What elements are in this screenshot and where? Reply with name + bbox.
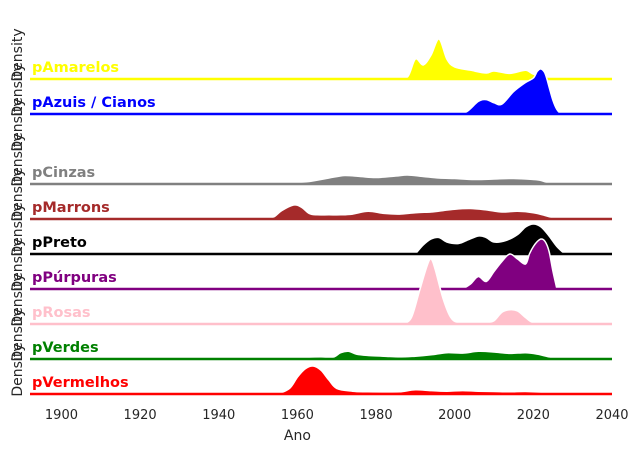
density-area-pCinzas (273, 174, 558, 185)
density-area-pAzuis / Cianos (454, 68, 563, 115)
series-label-pAmarelos: pAmarelos (32, 60, 119, 76)
series-label-pVerdes: pVerdes (32, 340, 99, 356)
y-axis-label-0: Density (10, 28, 26, 81)
series-label-pPreto: pPreto (32, 235, 87, 251)
density-area-pVermelhos (277, 365, 557, 395)
series-label-pMarrons: pMarrons (32, 200, 110, 216)
density-area-pPreto (413, 223, 567, 255)
x-tick-1920: 1920 (124, 408, 157, 423)
series-label-pAzuis / Cianos: pAzuis / Cianos (32, 95, 156, 111)
y-axis-label-3: Density (10, 133, 26, 186)
x-tick-1980: 1980 (360, 408, 393, 423)
y-axis-label-6: Density (10, 238, 26, 291)
series-label-pRosas: pRosas (32, 305, 91, 321)
x-tick-2000: 2000 (438, 408, 471, 423)
x-tick-2040: 2040 (595, 408, 628, 423)
x-tick-1940: 1940 (202, 408, 235, 423)
density-area-pVerdes (297, 350, 558, 360)
y-axis-label-1: Density (10, 63, 26, 116)
y-axis-label-7: Density (10, 273, 26, 326)
density-area-pPúrpuras (459, 238, 558, 290)
y-axis-label-4: Density (10, 168, 26, 221)
density-area-pMarrons (265, 204, 558, 220)
series-label-pCinzas: pCinzas (32, 165, 95, 181)
series-label-pPúrpuras: pPúrpuras (32, 270, 117, 286)
x-axis-label: Ano (284, 428, 311, 444)
x-tick-2020: 2020 (517, 408, 550, 423)
series-label-pVermelhos: pVermelhos (32, 375, 129, 391)
density-area-pAmarelos (395, 38, 558, 80)
y-axis-label-5: Density (10, 203, 26, 256)
x-tick-1960: 1960 (281, 408, 314, 423)
y-axis-label-9: Density (10, 343, 26, 396)
x-tick-1900: 1900 (45, 408, 78, 423)
y-axis-label-2: Density (10, 98, 26, 151)
y-axis-label-8: Density (10, 308, 26, 361)
